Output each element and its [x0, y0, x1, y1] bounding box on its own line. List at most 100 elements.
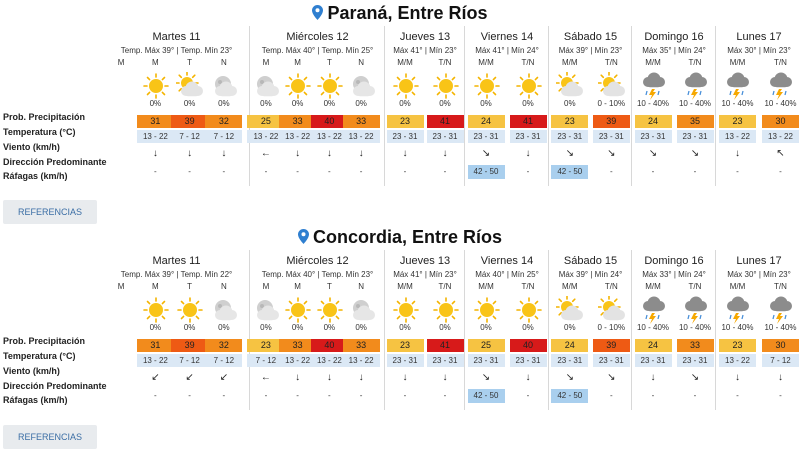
period-label: M/M: [645, 58, 661, 67]
precipitation-probability: 10 - 40%: [764, 99, 797, 108]
day-name: Miércoles 12: [286, 31, 349, 43]
storm-icon: [642, 296, 665, 324]
storm-icon: [727, 296, 749, 324]
period-label: T/N: [688, 282, 702, 291]
temperature-cell: 35: [676, 115, 714, 128]
sun-icon: [473, 73, 500, 99]
period-column: T/N 10 - 40% 33 23 - 31 ↘ -: [676, 282, 714, 407]
period-column: M 0% 33 13 - 22 ↓ -: [279, 58, 317, 183]
day-column: Jueves 13 Máx 41° | Mín 23° M/M 0% 23 23 - 31…: [384, 250, 465, 410]
temperature-cell: 23: [551, 115, 589, 128]
wind-direction-arrow-icon: ↘: [565, 148, 574, 159]
wind-direction-arrow-icon: ↓: [402, 148, 408, 159]
period-column: N 0% 32 7 - 12 ↓ -: [205, 58, 243, 183]
wind-direction-arrow-icon: ←: [260, 148, 271, 159]
day-temp-range: Temp. Máx 39° | Temp. Mín 23°: [120, 46, 233, 55]
day-temp-range: Máx 33° | Mín 24°: [642, 270, 706, 279]
storm-icon: [727, 72, 749, 100]
temperature-cell: 33: [676, 339, 714, 352]
temperature-cell: 39: [592, 115, 630, 128]
storm-icon: [684, 296, 707, 324]
label-temperature: Temperatura (°C): [3, 351, 76, 361]
temperature-cell: 24: [634, 339, 672, 352]
wind-direction-arrow-icon: ↓: [442, 148, 448, 159]
label-precipitation: Prob. Precipitación: [3, 336, 86, 346]
night-cloudy-icon: [352, 300, 375, 321]
wind-speed: 13 - 22: [279, 130, 317, 143]
precipitation-probability: 0%: [149, 323, 162, 332]
period-label: M/M: [645, 282, 661, 291]
temperature-cell: 24: [634, 115, 672, 128]
wind-speed: 23 - 31: [467, 130, 505, 143]
period-column: M/M 10 - 40% 24 23 - 31 ↘ -: [634, 58, 672, 183]
storm-icon: [770, 296, 792, 324]
references-button[interactable]: REFERENCIAS: [3, 425, 97, 449]
period-label: M: [262, 58, 270, 67]
period-label: T/N: [774, 282, 787, 291]
period-label: T/N: [438, 282, 452, 291]
precipitation-probability: 0%: [522, 323, 534, 332]
temperature-cell: 39: [171, 339, 209, 352]
location-pin-icon: [297, 228, 309, 244]
wind-direction-arrow-icon: ↓: [295, 148, 301, 159]
period-column: T/N 0% 40 23 - 31 ↓ -: [509, 282, 547, 407]
period-column: T/N 10 - 40% 35 23 - 31 ↘ -: [676, 58, 714, 183]
period-column: M 0% 31 13 - 22 ↓ -: [136, 58, 174, 183]
wind-speed: 23 - 31: [676, 354, 714, 367]
period-column: M/M 10 - 40% 23 13 - 22 ↓ -: [719, 58, 756, 183]
temperature-cell: 32: [205, 339, 243, 352]
temperature-cell: 39: [171, 115, 209, 128]
wind-speed: 13 - 22: [136, 130, 174, 143]
day-column: Sábado 15 Máx 39° | Mín 23° M/M 0% 23 23 - 31…: [548, 26, 632, 186]
period-label: M: [152, 58, 159, 67]
precipitation-probability: 10 - 40%: [764, 323, 797, 332]
sun-icon: [515, 297, 542, 323]
wind-speed: 23 - 31: [426, 354, 464, 367]
day-name: Lunes 17: [736, 31, 782, 43]
wind-speed: 23 - 31: [551, 354, 589, 367]
night-cloudy-icon: [257, 76, 280, 97]
city-name: Paraná, Entre Ríos: [327, 3, 488, 23]
period-column: M/M 10 - 40% 23 13 - 22 ↓ -: [719, 282, 756, 407]
wind-direction-arrow-icon: ↘: [481, 372, 491, 383]
partly-cloudy-icon: [556, 72, 584, 97]
wind-gust: 42 - 50: [551, 389, 589, 403]
wind-speed: 7 - 12: [171, 130, 209, 143]
precipitation-probability: 0%: [291, 99, 304, 108]
period-label: T/N: [688, 58, 702, 67]
period-label: N: [358, 282, 364, 291]
period-label: M: [152, 282, 159, 291]
label-gusts: Ráfagas (km/h): [3, 171, 68, 181]
day-name: Lunes 17: [736, 255, 782, 267]
references-button[interactable]: REFERENCIAS: [3, 200, 97, 224]
period-column: M/M 0% 24 23 - 31 ↘ 42 - 50: [551, 282, 589, 407]
period-label: M/M: [397, 58, 413, 67]
temperature-cell: 24: [551, 339, 589, 352]
sun-icon: [143, 297, 169, 323]
partly-cloudy-icon: [597, 296, 625, 321]
wind-direction-arrow-icon: ↘: [565, 372, 574, 383]
period-column: T/N 10 - 40% 30 13 - 22 ↖ -: [762, 58, 799, 183]
temperature-cell: 40: [310, 339, 348, 352]
day-name: Viernes 14: [480, 255, 534, 267]
wind-direction-arrow-icon: ↓: [525, 372, 531, 383]
precipitation-probability: 10 - 40%: [636, 323, 670, 332]
precipitation-probability: 0%: [399, 323, 411, 332]
day-name: Jueves 13: [399, 31, 451, 43]
precipitation-probability: 0%: [260, 99, 272, 108]
city-name: Concordia, Entre Ríos: [312, 227, 503, 247]
wind-gust: -: [693, 167, 697, 176]
wind-direction-arrow-icon: ↓: [326, 372, 332, 383]
temperature-cell: 23: [247, 339, 285, 352]
period-label: M/M: [562, 282, 578, 291]
period-column: T/N 0 - 10% 39 23 - 31 ↘ -: [592, 282, 630, 407]
day-column: Sábado 15 Máx 39° | Mín 24° M/M 0% 24 23 - 31…: [548, 250, 632, 410]
precipitation-probability: 0%: [183, 99, 196, 108]
sun-icon: [285, 297, 311, 323]
sun-icon: [177, 297, 203, 323]
label-precipitation: Prob. Precipitación: [3, 112, 86, 122]
period-column: M 0% 25 13 - 22 ← -: [247, 58, 285, 183]
wind-speed: 13 - 22: [310, 354, 348, 367]
precipitation-probability: 10 - 40%: [636, 99, 670, 108]
wind-gust: -: [264, 391, 268, 400]
